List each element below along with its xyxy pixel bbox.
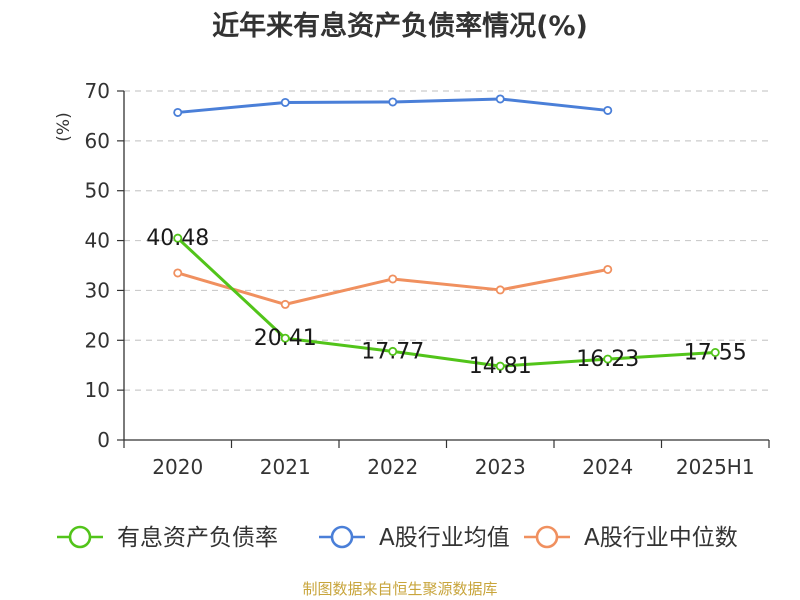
legend-item-2[interactable]: A股行业中位数	[524, 525, 738, 551]
series-point-1	[495, 94, 505, 104]
data-labels: 40.48 20.41 17.77 14.81 16.23 17.55	[146, 226, 746, 379]
y-tick-label: 40	[85, 229, 110, 253]
series-point-2	[280, 299, 290, 309]
y-tick-label: 70	[85, 79, 110, 103]
series-point-0	[280, 333, 290, 343]
grid-lines	[124, 90, 769, 391]
legend[interactable]: 有息资产负债率 A股行业均值 A股行业中位数	[57, 525, 738, 551]
y-tick-label: 50	[85, 179, 110, 203]
data-label: 14.81	[469, 354, 532, 379]
axes: 0 10 20 30 40 50 60 70 2020 2021 2022 2023 2024 2025H…	[85, 79, 770, 479]
legend-item-1[interactable]: A股行业均值	[319, 525, 510, 551]
data-label: 40.48	[146, 226, 209, 251]
legend-marker	[330, 525, 354, 549]
x-tick-label: 2022	[367, 455, 418, 479]
series-point-2	[173, 268, 183, 278]
legend-label: A股行业均值	[379, 525, 510, 551]
series-point-1	[173, 107, 183, 117]
data-label: 16.23	[576, 347, 639, 372]
x-tick-label: 2023	[475, 455, 526, 479]
legend-label: A股行业中位数	[584, 525, 738, 551]
data-label: 20.41	[254, 326, 317, 351]
series-line-0	[176, 237, 716, 368]
x-tick-label: 2021	[260, 455, 311, 479]
series-point-1	[280, 97, 290, 107]
y-tick-label: 10	[85, 378, 110, 402]
series-point-1	[603, 105, 613, 115]
y-tick-label: 20	[85, 328, 110, 352]
legend-marker	[535, 525, 559, 549]
x-tick-label: 2024	[582, 455, 633, 479]
series-point-2	[495, 285, 505, 295]
series-point-1	[388, 97, 398, 107]
y-tick-label: 0	[97, 428, 110, 452]
source-note: 制图数据来自恒生聚源数据库	[302, 580, 498, 598]
series-point-0	[388, 346, 398, 356]
series-point-2	[388, 274, 398, 284]
chart-title: 近年来有息资产负债率情况(%)	[212, 11, 588, 42]
data-label: 17.55	[684, 341, 747, 366]
series-point-0	[603, 354, 613, 364]
series-point-2	[603, 264, 613, 274]
data-label: 17.77	[361, 339, 424, 364]
y-axis-label: (%)	[54, 112, 74, 141]
y-tick-label: 60	[85, 129, 110, 153]
series-point-0	[710, 348, 720, 358]
legend-label: 有息资产负债率	[117, 525, 278, 551]
series-point-0	[173, 233, 183, 243]
x-tick-label: 2025H1	[676, 455, 755, 479]
y-tick-label: 30	[85, 278, 110, 302]
legend-marker	[68, 525, 92, 549]
legend-item-0[interactable]: 有息资产负债率	[57, 525, 278, 551]
x-tick-label: 2020	[152, 455, 203, 479]
series-point-0	[495, 361, 505, 371]
series	[173, 94, 720, 371]
